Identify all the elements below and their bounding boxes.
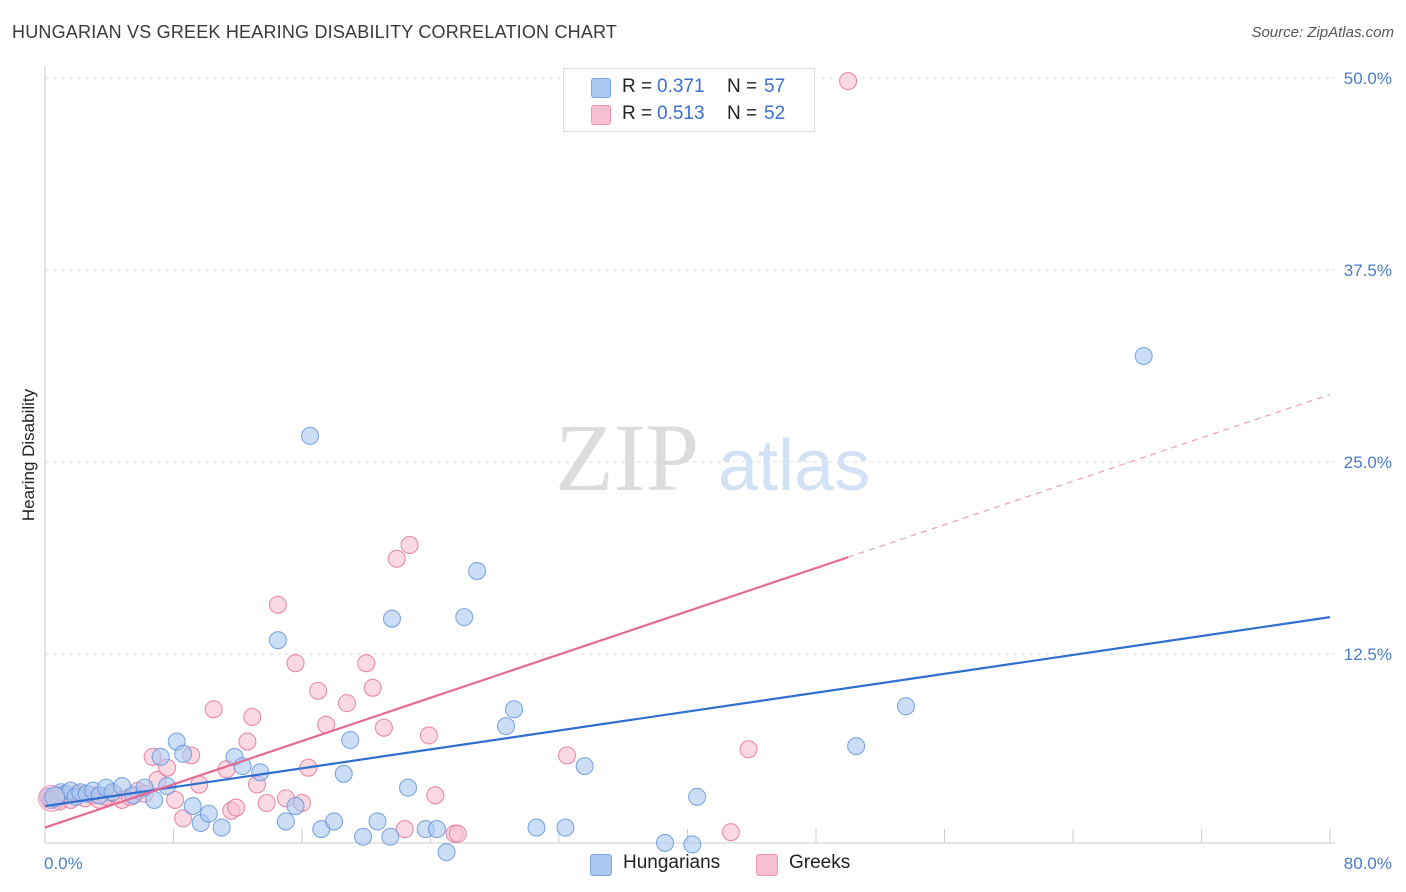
point-hungarians (437, 843, 456, 862)
correlation-legend: R = 0.371 N = 57 R = 0.513 N = 52 (563, 68, 815, 132)
legend-r-label: R = (622, 76, 653, 97)
point-greeks (166, 790, 185, 809)
point-hungarians (183, 797, 202, 816)
point-greeks (839, 72, 858, 91)
point-greeks (174, 809, 193, 828)
point-hungarians (325, 812, 344, 831)
legend-label-greeks: Greeks (789, 852, 851, 873)
point-greeks (721, 823, 740, 842)
point-hungarians (174, 744, 193, 763)
point-hungarians (251, 763, 270, 782)
y-tick-label: 50.0% (1344, 69, 1392, 88)
point-hungarians (683, 835, 702, 854)
point-hungarians (455, 608, 474, 627)
grid-lines (45, 77, 1335, 655)
point-hungarians (212, 818, 231, 837)
y-tick-label: 37.5% (1344, 261, 1392, 280)
point-greeks (363, 678, 382, 697)
point-hungarians (368, 812, 387, 831)
point-greeks (268, 595, 287, 614)
point-hungarians (896, 697, 916, 716)
tick-labels: 12.5% 25.0% 37.5% 50.0% 0.0% 80.0% (44, 69, 1392, 873)
legend-label-hungarians: Hungarians (623, 852, 721, 873)
point-hungarians (468, 562, 487, 581)
point-greeks (400, 535, 419, 554)
trend-line-greeks-extension (847, 393, 1331, 558)
point-hungarians (847, 737, 866, 756)
legend-n-value: 52 (764, 103, 786, 124)
y-tick-label: 25.0% (1344, 453, 1392, 472)
trend-line-hungarians (44, 616, 1331, 808)
point-hungarians (381, 827, 400, 846)
point-greeks (243, 707, 262, 727)
legend-swatch-hungarians (590, 854, 612, 876)
point-greeks (374, 718, 393, 737)
source-label: Source: ZipAtlas.com (1251, 24, 1394, 41)
point-cluster-hungarians (44, 786, 66, 808)
point-greeks (286, 654, 305, 673)
legend-swatch-hungarians (591, 78, 611, 98)
point-hungarians (427, 820, 446, 839)
legend-r-label: R = (622, 103, 653, 124)
chart-title: HUNGARIAN VS GREEK HEARING DISABILITY CO… (12, 22, 618, 42)
point-hungarians (199, 804, 218, 823)
point-hungarians (688, 787, 707, 806)
point-hungarians (496, 717, 516, 736)
point-hungarians (300, 426, 320, 445)
y-axis-title: Hearing Disability (19, 388, 38, 521)
point-hungarians (527, 818, 546, 837)
legend-n-label: N = (727, 76, 758, 97)
point-greeks (337, 694, 357, 713)
x-tick-label-max: 80.0% (1344, 854, 1392, 873)
data-points (37, 72, 1153, 862)
point-greeks (227, 798, 246, 817)
watermark: ZIP atlas (555, 404, 870, 511)
point-hungarians (655, 833, 675, 852)
point-hungarians (398, 778, 418, 797)
point-hungarians (353, 827, 373, 846)
watermark-zip: ZIP (555, 404, 699, 511)
point-hungarians (575, 757, 594, 776)
x-tick-label-min: 0.0% (44, 854, 83, 873)
series-legend: Hungarians Greeks (0, 852, 1406, 878)
point-greeks (204, 700, 223, 719)
point-greeks (238, 732, 257, 751)
point-hungarians (145, 790, 164, 809)
point-greeks (448, 824, 467, 843)
legend-n-value: 57 (764, 76, 786, 97)
point-greeks (739, 740, 758, 759)
point-greeks (257, 793, 276, 813)
legend-r-value: 0.513 (657, 103, 705, 124)
legend-r-value: 0.371 (657, 76, 705, 97)
point-hungarians (556, 818, 575, 837)
legend-n-label: N = (727, 103, 758, 124)
point-greeks (357, 654, 376, 673)
point-greeks (309, 681, 328, 700)
point-hungarians (382, 609, 402, 628)
point-hungarians (151, 747, 170, 766)
watermark-atlas: atlas (718, 426, 870, 506)
trend-lines (44, 393, 1331, 829)
point-hungarians (268, 631, 287, 650)
point-hungarians (286, 797, 305, 816)
point-greeks (395, 820, 414, 839)
y-tick-label: 12.5% (1344, 645, 1392, 664)
point-hungarians (276, 812, 295, 831)
trend-line-greeks (44, 556, 849, 829)
point-greeks (426, 786, 445, 805)
point-hungarians (341, 730, 360, 750)
point-greeks (419, 726, 438, 745)
point-greeks (557, 746, 577, 765)
point-hungarians (334, 764, 353, 783)
point-greeks (387, 549, 406, 568)
point-hungarians (504, 700, 524, 719)
legend-swatch-greeks (756, 854, 778, 876)
point-hungarians (1134, 346, 1153, 366)
legend-swatch-greeks (591, 105, 611, 125)
